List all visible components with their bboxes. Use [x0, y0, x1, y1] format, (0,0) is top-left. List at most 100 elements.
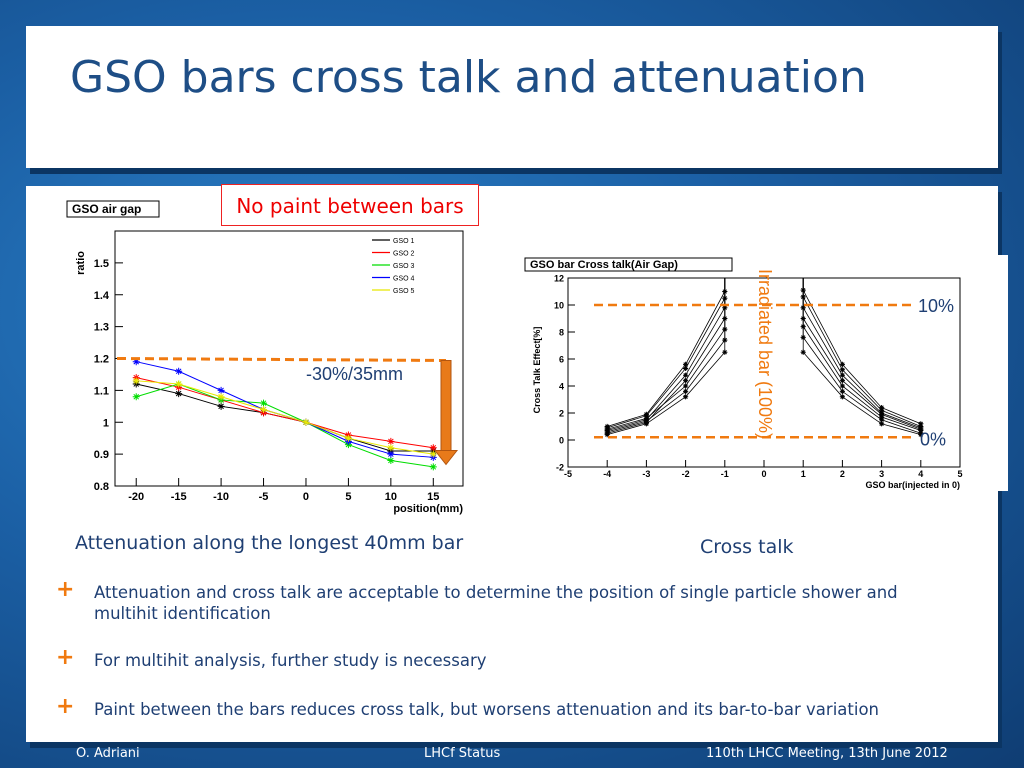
y-tick-label: 1.1: [94, 385, 109, 397]
data-point: [722, 337, 728, 343]
arrow-head: [433, 450, 459, 466]
irradiated-bar-label: Irradiated bar (100%): [755, 269, 775, 439]
data-point: [643, 411, 649, 417]
x-tick-label: -5: [564, 469, 572, 479]
x-tick-label: -3: [642, 469, 650, 479]
x-tick-label: -20: [128, 491, 144, 503]
y-tick-label: 1.2: [94, 354, 109, 366]
plot-frame: [567, 277, 961, 468]
bullet-text: Paint between the bars reduces cross tal…: [94, 700, 879, 719]
y-tick-label: 0.8: [94, 481, 109, 493]
data-point: [839, 367, 845, 373]
y-tick-label: 6: [559, 355, 564, 365]
series-line: [136, 377, 434, 449]
series-line: [136, 383, 434, 468]
data-point: [387, 450, 395, 458]
data-point: [683, 365, 689, 372]
y-tick-label: 1.4: [94, 290, 110, 302]
attenuation-chart-svg: GSO air gap 0.8 0.9 1 1.1 1.2 1.3 1.4 1.5 -20 -15 -…: [66, 200, 464, 515]
x-tick-label: -1: [721, 469, 729, 479]
data-point: [879, 421, 885, 427]
data-point: [429, 463, 437, 471]
bullet-item: + Paint between the bars reduces cross t…: [56, 694, 956, 720]
data-point: [217, 386, 225, 394]
data-point: [260, 406, 268, 413]
reference-line: [116, 357, 447, 362]
data-point: [918, 421, 924, 427]
bullet-text: Attenuation and cross talk are acceptabl…: [94, 583, 898, 623]
slope-annotation: -30%/35mm: [306, 364, 403, 384]
legend-entry: GSO 4: [393, 276, 415, 283]
data-point: [800, 287, 806, 293]
data-point: [387, 437, 395, 445]
chart-title-box: [524, 257, 733, 272]
x-tick-label: 5: [957, 469, 962, 479]
data-point: [683, 388, 689, 394]
legend-entry: GSO 2: [393, 251, 415, 258]
data-point: [175, 380, 183, 388]
bullet-text: For multihit analysis, further study is …: [94, 651, 487, 670]
data-point: [429, 444, 437, 452]
data-point: [683, 383, 689, 389]
crosstalk-chart-svg: GSO bar Cross talk(Air Gap)-2024681012-5…: [524, 257, 963, 490]
data-point: [839, 378, 845, 384]
x-tick-label: -5: [259, 491, 269, 503]
arrow-shaft: [440, 360, 452, 453]
data-point: [683, 378, 689, 384]
data-point: [217, 393, 225, 401]
data-point: [175, 367, 183, 375]
data-point: [643, 419, 649, 426]
data-point: [302, 418, 310, 426]
data-point: [800, 349, 806, 355]
data-point: [722, 349, 728, 355]
y-axis-label: ratio: [75, 251, 87, 275]
data-point: [918, 430, 924, 436]
no-paint-note: No paint between bars: [221, 184, 479, 226]
data-point: [800, 334, 806, 340]
footer-meeting: 110th LHCC Meeting, 13th June 2012: [706, 746, 948, 761]
caption-attenuation: Attenuation along the longest 40mm bar: [75, 532, 464, 554]
chart-title: GSO bar Cross talk(Air Gap): [530, 259, 678, 271]
data-point: [879, 414, 885, 420]
plus-icon: +: [56, 694, 75, 719]
data-point: [132, 393, 140, 401]
y-tick-label: -2: [556, 463, 564, 473]
data-point: [879, 405, 885, 411]
data-point: [722, 288, 728, 295]
data-point: [839, 388, 845, 394]
x-tick-label: 15: [427, 491, 439, 503]
plus-icon: +: [56, 645, 75, 670]
data-point: [918, 423, 924, 430]
data-point: [722, 326, 728, 332]
x-tick-label: -2: [682, 469, 690, 479]
data-point: [839, 372, 845, 378]
x-tick-label: 3: [879, 469, 884, 479]
legend-entry: GSO 3: [393, 263, 415, 270]
y-tick-label: 0: [559, 436, 564, 446]
data-point: [879, 410, 885, 416]
y-tick-label: 0.9: [94, 449, 109, 461]
y-tick-label: 12: [554, 274, 564, 284]
data-point: [722, 315, 728, 322]
y-tick-label: 1.3: [94, 322, 109, 334]
data-point: [643, 417, 649, 423]
data-point: [879, 417, 885, 423]
y-tick-label: 1.5: [94, 258, 109, 270]
data-point: [722, 295, 728, 301]
data-point: [879, 407, 885, 413]
x-tick-label: -15: [171, 491, 187, 503]
x-axis-label: position(mm): [393, 503, 463, 515]
data-point: [175, 390, 183, 398]
chart-title: GSO air gap: [72, 202, 141, 216]
data-point: [429, 450, 437, 458]
data-point: [722, 305, 728, 311]
title-panel: [26, 26, 998, 168]
data-point: [217, 402, 225, 410]
slide-title: GSO bars cross talk and attenuation: [70, 52, 867, 103]
footer-author: O. Adriani: [76, 746, 140, 761]
x-tick-label: -4: [603, 469, 611, 479]
data-point: [800, 305, 806, 311]
data-point: [683, 372, 689, 378]
data-point: [387, 457, 395, 464]
data-point: [800, 294, 806, 300]
